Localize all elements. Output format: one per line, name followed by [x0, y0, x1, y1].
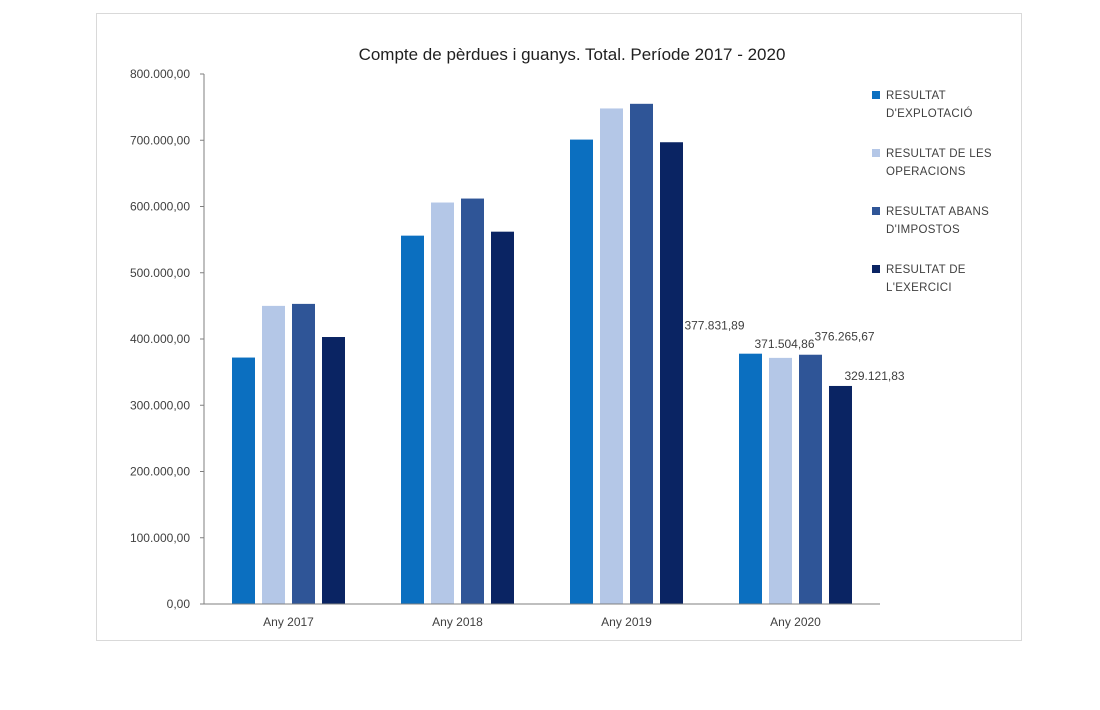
bar-series-1-cat-3 [570, 139, 593, 604]
data-label: 329.121,83 [845, 369, 905, 383]
y-tick-label: 300.000,00 [130, 398, 190, 412]
y-tick-label: 100.000,00 [130, 531, 190, 545]
bar-series-4-cat-2 [491, 231, 514, 605]
x-tick-label: Any 2019 [601, 615, 652, 629]
legend-label: RESULTAT DE [886, 264, 966, 276]
y-axis: 0,00 100.000,00 200.000,00 300.000,00 400.00… [130, 67, 205, 611]
bar-series-2-cat-3 [600, 108, 623, 604]
bar-series-4-cat-4 [829, 385, 852, 604]
bar-series-2-cat-2 [431, 202, 454, 604]
bar-series-2-cat-1 [262, 305, 285, 604]
x-tick-label: Any 2020 [770, 615, 821, 629]
legend-label: D'EXPLOTACIÓ [886, 107, 973, 120]
y-tick-label: 0,00 [167, 597, 191, 611]
x-tick-label: Any 2018 [432, 615, 483, 629]
x-tick-label: Any 2017 [263, 615, 314, 629]
bar-series-3-cat-2 [461, 198, 484, 605]
legend-swatch [872, 207, 880, 215]
y-tick-label: 500.000,00 [130, 266, 190, 280]
bar-series-3-cat-1 [292, 303, 315, 604]
legend-label: RESULTAT DE LES [886, 148, 992, 160]
legend-label: OPERACIONS [886, 166, 966, 178]
legend-label: RESULTAT ABANS [886, 206, 989, 218]
data-label: 371.504,86 [754, 337, 814, 351]
bar-series-3-cat-4 [799, 354, 822, 604]
data-label: 376.265,67 [815, 330, 875, 344]
chart-title: Compte de pèrdues i guanys. Total. Perío… [359, 45, 786, 64]
bar-series-1-cat-4 [739, 353, 762, 604]
legend-label: RESULTAT [886, 90, 946, 102]
y-tick-label: 700.000,00 [130, 133, 190, 147]
legend: RESULTAT D'EXPLOTACIÓ RESULTAT DE LES OPERA… [872, 90, 992, 294]
y-tick-label: 200.000,00 [130, 465, 190, 479]
bar-series-3-cat-3 [630, 103, 653, 604]
bar-series-1-cat-2 [401, 235, 424, 604]
bars [232, 103, 852, 605]
legend-swatch [872, 265, 880, 273]
legend-swatch [872, 149, 880, 157]
legend-swatch [872, 91, 880, 99]
legend-label: D'IMPOSTOS [886, 224, 960, 236]
data-label: 377.831,89 [684, 319, 744, 333]
legend-label: L'EXERCICI [886, 282, 952, 294]
bar-series-1-cat-1 [232, 357, 255, 604]
bar-series-4-cat-3 [660, 142, 683, 605]
bar-series-2-cat-4 [769, 357, 792, 604]
y-tick-label: 400.000,00 [130, 332, 190, 346]
x-axis: Any 2017 Any 2018 Any 2019 Any 2020 [204, 603, 880, 629]
bar-series-4-cat-1 [322, 337, 345, 604]
y-tick-label: 600.000,00 [130, 200, 190, 214]
y-tick-label: 800.000,00 [130, 67, 190, 81]
